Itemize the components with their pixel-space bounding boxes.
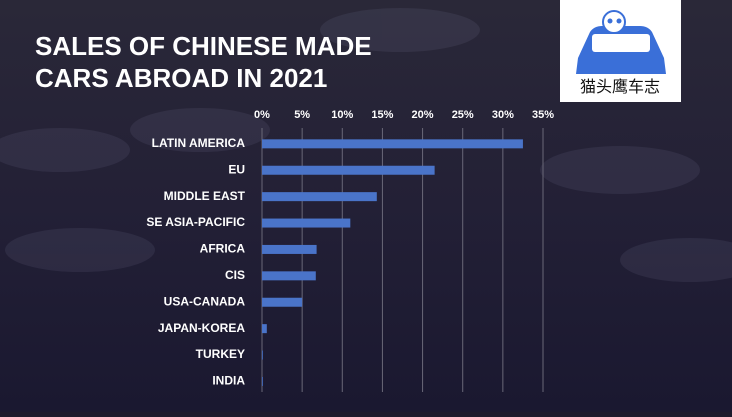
bar <box>262 244 317 254</box>
bar <box>262 297 303 307</box>
x-tick-label: 10% <box>331 109 353 121</box>
y-tick-label: INDIA <box>212 374 245 388</box>
bar <box>262 271 316 281</box>
logo-window <box>592 34 650 52</box>
logo-text: 猫头鹰车志 <box>580 78 660 96</box>
y-tick-label: JAPAN-KOREA <box>158 321 245 335</box>
x-tick-label: 30% <box>492 109 514 121</box>
bar <box>262 376 263 386</box>
logo-eye <box>607 18 613 24</box>
y-tick-label: CIS <box>225 268 245 282</box>
y-tick-label: USA-CANADA <box>164 294 246 308</box>
x-tick-label: 20% <box>412 109 434 121</box>
x-tick-label: 25% <box>452 109 474 121</box>
background-cars <box>0 8 732 282</box>
logo-eye <box>616 18 622 24</box>
bar <box>262 192 377 202</box>
y-tick-label: SE ASIA-PACIFIC <box>146 215 245 229</box>
bar <box>262 139 523 149</box>
bar <box>262 218 351 228</box>
logo: 猫头鹰车志 <box>560 0 681 102</box>
x-tick-label: 0% <box>254 109 270 121</box>
x-tick-label: 35% <box>532 109 554 121</box>
bar <box>262 350 263 360</box>
y-tick-label: AFRICA <box>200 242 246 256</box>
bar <box>262 165 435 175</box>
y-tick-label: EU <box>228 162 245 176</box>
y-tick-label: LATIN AMERICA <box>152 136 246 150</box>
chart-title: SALES OF CHINESE MADE <box>35 31 372 61</box>
y-tick-label: TURKEY <box>196 347 245 361</box>
logo-owl <box>602 10 626 34</box>
bar <box>262 324 267 334</box>
y-tick-label: MIDDLE EAST <box>164 189 246 203</box>
x-tick-label: 15% <box>371 109 393 121</box>
chart-title: CARS ABROAD IN 2021 <box>35 63 327 93</box>
x-tick-label: 5% <box>294 109 310 121</box>
